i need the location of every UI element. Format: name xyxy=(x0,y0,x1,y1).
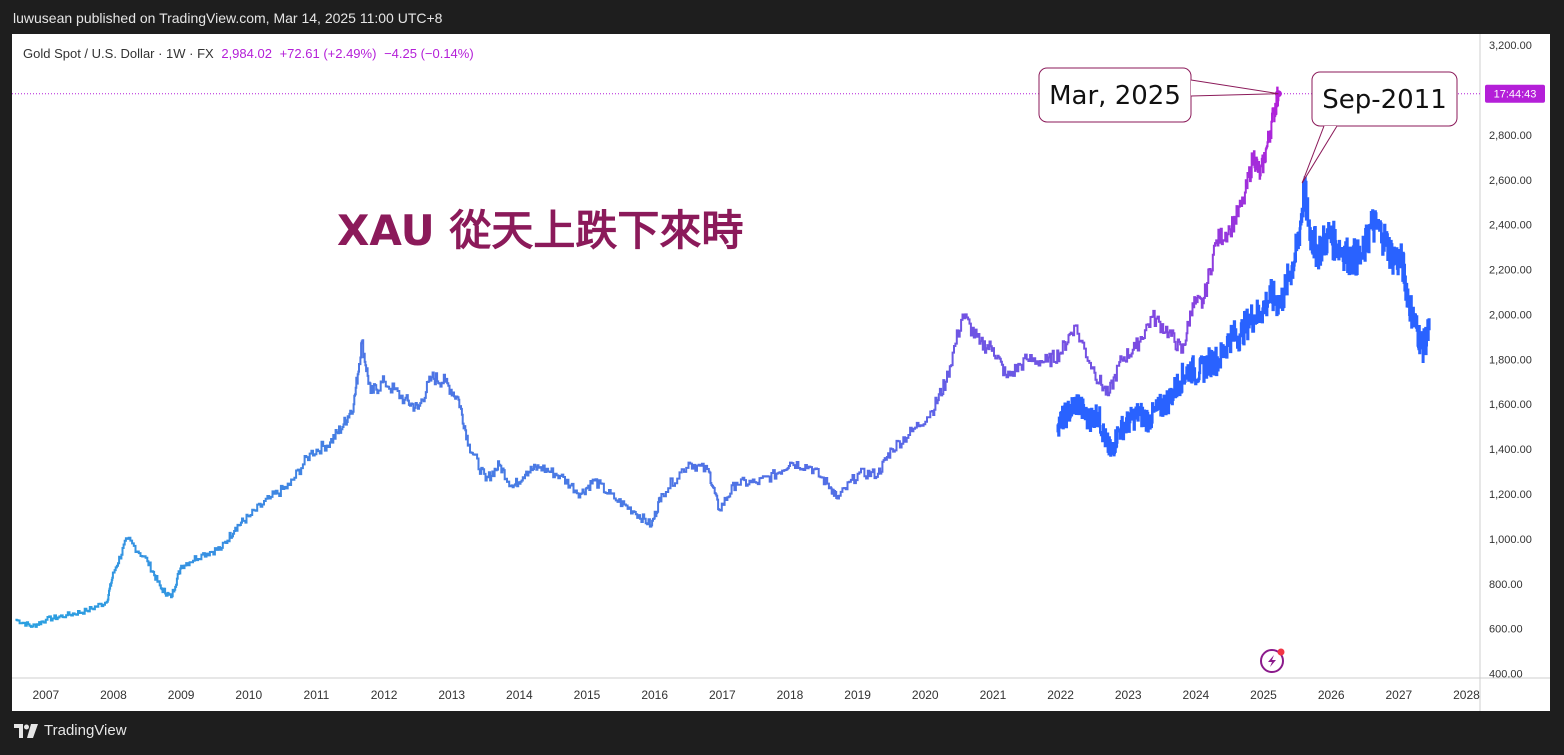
tradingview-logo[interactable]: TradingView xyxy=(14,722,127,739)
x-tick-label: 2026 xyxy=(1318,688,1345,702)
price-chart[interactable]: 400.00 600.00 800.00 1,000.00 1,200.00 1,400.… xyxy=(12,34,1550,711)
callout-pointer xyxy=(1190,79,1279,97)
x-tick-label: 2027 xyxy=(1385,688,1412,702)
x-tick-label: 2028 xyxy=(1453,688,1480,702)
x-tick-label: 2018 xyxy=(777,688,804,702)
last-price: 2,984.02 xyxy=(221,46,272,61)
x-tick-label: 2016 xyxy=(641,688,668,702)
y-tick-label: 2,800.00 xyxy=(1489,130,1532,142)
y-tick-label: 2,600.00 xyxy=(1489,175,1532,187)
annotation-title[interactable]: XAU 從天上跌下來時 xyxy=(337,206,743,255)
lightning-icon[interactable] xyxy=(1260,648,1285,673)
x-tick-label: 2022 xyxy=(1047,688,1074,702)
y-tick-label: 1,600.00 xyxy=(1489,399,1532,411)
x-tick-label: 2015 xyxy=(574,688,601,702)
x-tick-label: 2017 xyxy=(709,688,736,702)
x-tick-label: 2013 xyxy=(438,688,465,702)
series-line-overlay[interactable] xyxy=(1056,176,1431,457)
price-tag: 17:44:43 xyxy=(1485,84,1545,103)
callout-0[interactable]: Mar, 2025 xyxy=(1038,67,1279,123)
price-change: +72.61 (+2.49%) xyxy=(279,46,377,61)
chart-frame[interactable]: 400.00 600.00 800.00 1,000.00 1,200.00 1,400.… xyxy=(12,34,1550,711)
x-tick-label: 2025 xyxy=(1250,688,1277,702)
y-tick-label: 2,000.00 xyxy=(1489,309,1532,321)
callout-pointer xyxy=(1301,125,1338,184)
publisher-line: luwusean published on TradingView.com, M… xyxy=(13,10,443,26)
series-line-primary[interactable] xyxy=(15,86,1280,628)
x-tick-label: 2010 xyxy=(235,688,262,702)
y-tick-label: 1,400.00 xyxy=(1489,444,1532,456)
x-tick-label: 2009 xyxy=(168,688,195,702)
symbol-label: Gold Spot / U.S. Dollar · 1W · FX xyxy=(23,46,214,61)
x-tick-label: 2012 xyxy=(371,688,398,702)
tradingview-brand: TradingView xyxy=(44,722,127,739)
series-group xyxy=(15,86,1431,628)
x-tick-label: 2020 xyxy=(912,688,939,702)
y-axis[interactable]: 400.00 600.00 800.00 1,000.00 1,200.00 1,400.… xyxy=(1489,40,1532,680)
callout-text: Sep-2011 xyxy=(1322,85,1447,115)
callout-text: Mar, 2025 xyxy=(1049,81,1181,111)
x-tick-label: 2023 xyxy=(1115,688,1142,702)
callout-1[interactable]: Sep-2011 xyxy=(1301,71,1458,184)
callouts-group: Mar, 2025 Sep-2011 xyxy=(1038,67,1458,184)
y-tick-label: 2,400.00 xyxy=(1489,220,1532,232)
y-tick-label: 2,200.00 xyxy=(1489,265,1532,277)
tradingview-logo-icon xyxy=(14,723,38,738)
price-tag-label: 17:44:43 xyxy=(1494,89,1537,101)
price-tag-box xyxy=(1485,84,1545,103)
callout-box xyxy=(1311,71,1458,127)
y-tick-label: 1,200.00 xyxy=(1489,489,1532,501)
y-tick-label: 400.00 xyxy=(1489,669,1523,681)
price-change-secondary: −4.25 (−0.14%) xyxy=(384,46,474,61)
footer-bar: TradingView xyxy=(0,712,1564,755)
symbol-legend[interactable]: Gold Spot / U.S. Dollar · 1W · FX 2,984.… xyxy=(23,46,474,61)
y-tick-label: 800.00 xyxy=(1489,579,1523,591)
publisher-bar: luwusean published on TradingView.com, M… xyxy=(0,0,1564,34)
x-tick-label: 2007 xyxy=(32,688,59,702)
x-tick-label: 2019 xyxy=(844,688,871,702)
y-tick-label: 600.00 xyxy=(1489,624,1523,636)
x-axis[interactable]: 2007 2008 2009 2010 2011 2012 2013 2014 2015 2016… xyxy=(32,688,1480,702)
x-tick-label: 2011 xyxy=(304,688,330,702)
x-tick-label: 2008 xyxy=(100,688,127,702)
y-tick-label: 3,200.00 xyxy=(1489,40,1532,52)
x-tick-label: 2024 xyxy=(1183,688,1210,702)
y-tick-label: 1,000.00 xyxy=(1489,534,1532,546)
x-tick-label: 2014 xyxy=(506,688,533,702)
y-tick-label: 1,800.00 xyxy=(1489,354,1532,366)
x-tick-label: 2021 xyxy=(980,688,1007,702)
